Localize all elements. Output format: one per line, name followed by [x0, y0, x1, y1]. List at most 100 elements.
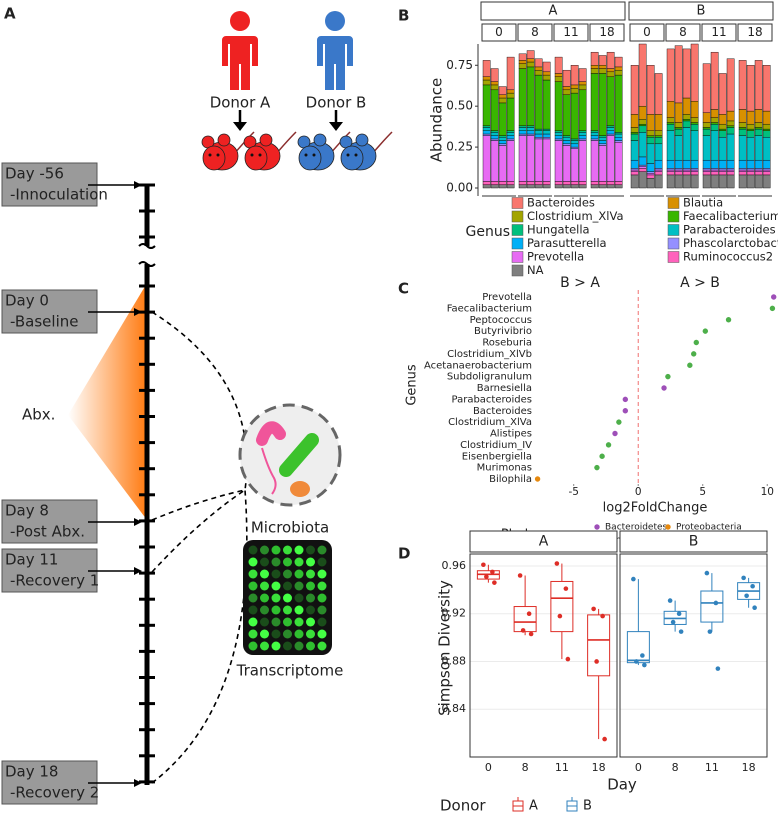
bar-segment [710, 123, 719, 131]
diversity-chart: A 0 8 11 18 B 0 8 11 18 0.84 0.88 0.92 0.96 Simpson Di… [436, 530, 768, 815]
bar-segment [726, 159, 735, 169]
bar-segment [526, 58, 535, 63]
y-tick-label: 0.00 [446, 181, 473, 195]
x-tick-label: 11 [555, 761, 569, 774]
bar-segment [598, 68, 607, 74]
bar-segment [702, 171, 711, 176]
bar-segment [666, 123, 675, 131]
bar-segment [614, 140, 623, 143]
array-spot [283, 545, 292, 555]
point [605, 442, 612, 448]
array-dots [248, 545, 327, 651]
bar-segment [726, 110, 735, 122]
category-label: Murimonas [477, 463, 532, 474]
bar-segment [718, 174, 727, 189]
bar-segment [506, 138, 515, 141]
bar-segment [666, 117, 675, 123]
bar-segment [542, 79, 551, 130]
bar-segment [674, 135, 683, 161]
point [707, 629, 713, 634]
bar-segment [526, 66, 535, 127]
array-spot [260, 545, 269, 555]
bar-segment [710, 117, 719, 123]
bar-segment [578, 184, 587, 189]
box [700, 590, 724, 623]
bar-segment [738, 109, 747, 123]
annotation: B > A [560, 275, 600, 291]
bar-segment [554, 181, 563, 185]
bar-segment [498, 143, 507, 146]
point [670, 619, 676, 625]
bar-segment [654, 130, 663, 136]
bar-segment [570, 146, 579, 149]
array-spot [294, 605, 304, 615]
array-spot [271, 593, 281, 603]
bar-segment [654, 73, 663, 115]
panel-label: C [398, 280, 409, 298]
bar-segment [762, 130, 771, 138]
bar-segment [666, 122, 675, 125]
bar-segment [578, 81, 587, 86]
array-spot [283, 593, 292, 603]
point [557, 613, 563, 619]
bar-segment [534, 133, 543, 138]
point [563, 586, 569, 591]
category-label: Prevotella [482, 292, 532, 303]
legend-key [511, 237, 524, 250]
array-spot [294, 617, 304, 627]
group-label: 0 [643, 25, 651, 39]
bar-segment [710, 169, 719, 172]
array-spot [306, 605, 315, 615]
legend-key [665, 524, 671, 530]
bar-segment [702, 168, 711, 171]
bar-segment [654, 114, 663, 131]
bar-segment [498, 94, 507, 99]
bar-segment [526, 130, 535, 135]
bar-segment [490, 140, 499, 182]
bar-segment [606, 181, 615, 185]
group-label: 11 [711, 25, 726, 39]
bar-segment [526, 50, 535, 59]
bar-segment [666, 174, 675, 189]
bar-segment [490, 84, 499, 91]
bar-segment [490, 89, 499, 131]
bar-segment [526, 135, 535, 182]
bar-segment [726, 171, 735, 176]
category-label: Acetanaerobacterium [424, 360, 532, 371]
legend-label: Phascolarctobacterium [683, 236, 778, 250]
bar-segment [654, 137, 663, 145]
y-tick-label: 0.84 [442, 702, 467, 715]
bar-segment [598, 73, 607, 136]
bar-segment [554, 56, 563, 74]
group-label: 18 [599, 25, 614, 39]
bar-segment [666, 159, 675, 169]
facet-label: A [539, 534, 549, 550]
point [725, 317, 732, 323]
x-tick-label: 11 [705, 761, 719, 774]
bar-segment [490, 135, 499, 140]
mouse [297, 131, 351, 171]
array-spot [306, 581, 315, 591]
group-strip [629, 23, 665, 42]
y-tick-label: 0.50 [446, 99, 473, 113]
bar-segment [534, 58, 543, 68]
donor-b [317, 11, 353, 90]
array-spot [248, 617, 258, 627]
bar-segment [718, 169, 727, 172]
array-spot [260, 641, 269, 651]
bar-segment [498, 137, 507, 141]
bar-segment [762, 137, 771, 161]
bar-segment [554, 140, 563, 182]
bar-segment [578, 181, 587, 185]
mouse [243, 131, 297, 171]
bar-segment [506, 130, 515, 133]
human-head [230, 11, 250, 31]
bar-segment [614, 184, 623, 189]
bar-segment [666, 48, 675, 102]
bar-segment [542, 137, 551, 140]
bar-segment [710, 168, 719, 171]
point [520, 628, 526, 633]
array-spot [271, 617, 281, 627]
bar-segment [606, 130, 615, 135]
bar-segment [498, 102, 507, 136]
